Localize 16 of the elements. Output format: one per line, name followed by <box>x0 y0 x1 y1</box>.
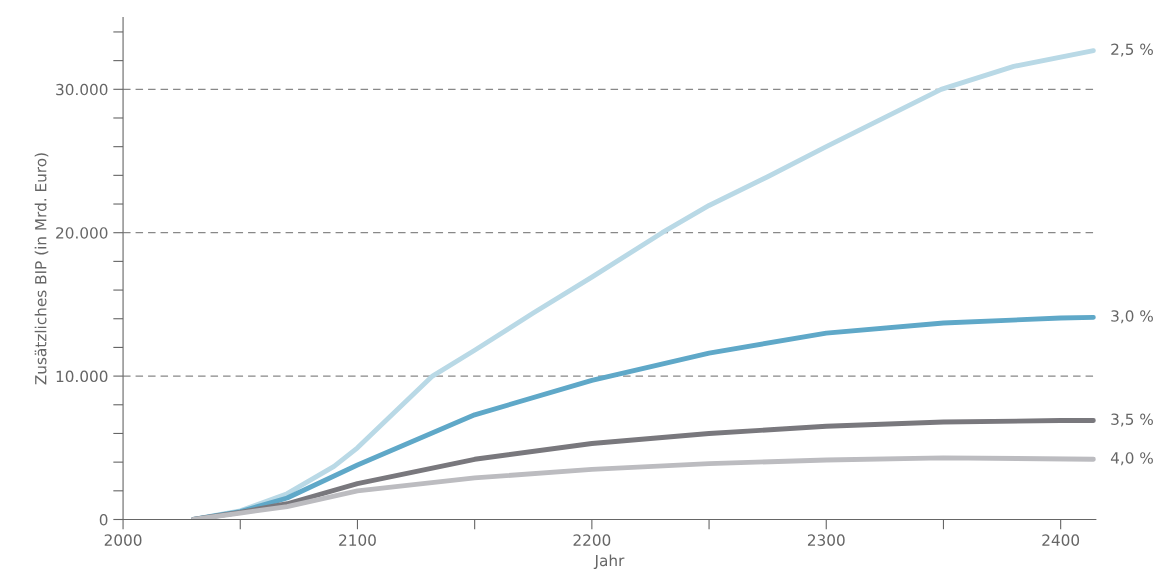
y-tick-label: 20.000 <box>56 227 108 239</box>
series-label: 3,0 % <box>1111 310 1153 324</box>
series-label: 3,5 % <box>1111 413 1153 427</box>
series-label: 2,5 % <box>1111 43 1153 57</box>
x-tick-label: 2400 <box>1042 534 1080 546</box>
y-tick-label: 30.000 <box>56 83 108 96</box>
y-axis-title: Zusätzliches BIP (in Mrd. Euro) <box>34 153 49 385</box>
series-label: 4,0 % <box>1110 452 1153 466</box>
x-tick-label: 2100 <box>339 534 376 546</box>
x-tick-label: 2200 <box>573 534 611 546</box>
line-series <box>190 455 1096 520</box>
x-axis-title: Jahr <box>593 554 625 570</box>
y-tick-label: 10.000 <box>56 370 108 383</box>
x-tick-label: 2000 <box>104 534 142 546</box>
y-tick-label: 0 <box>99 513 108 526</box>
x-tick-label: 2300 <box>807 534 845 546</box>
